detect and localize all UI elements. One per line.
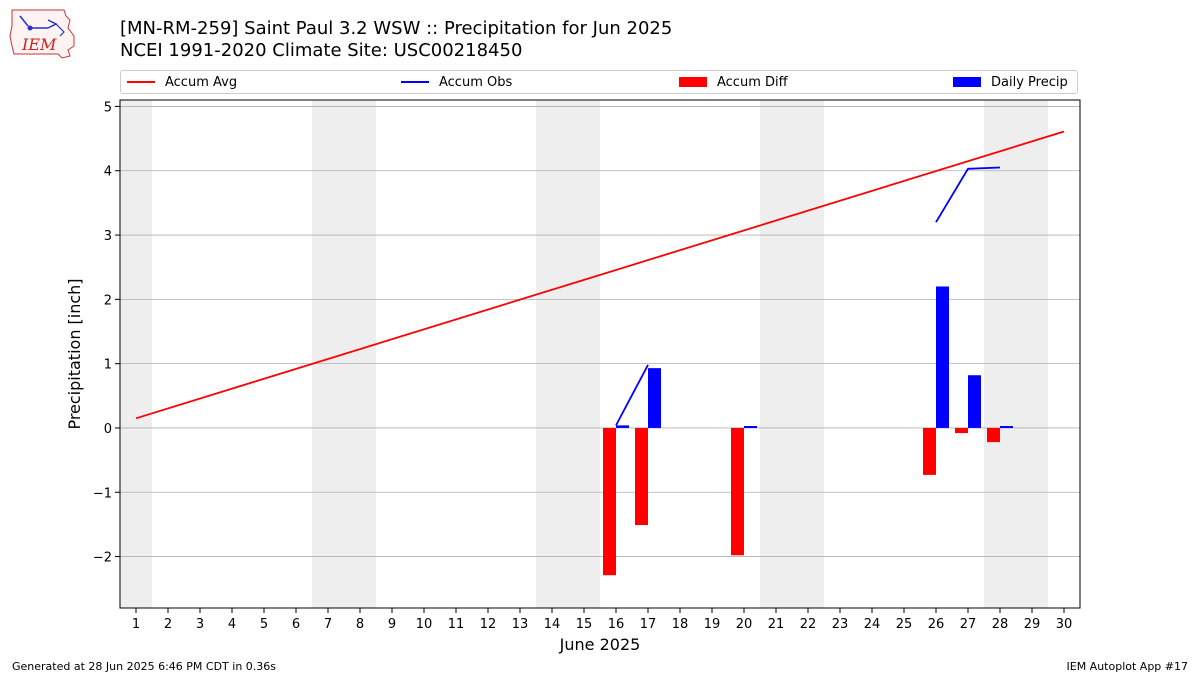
y-tick-label--2: −2 (93, 551, 112, 566)
x-tick-label-3: 3 (196, 617, 204, 632)
legend-accum-diff-label: Accum Diff (717, 75, 788, 90)
x-tick-label-24: 24 (864, 617, 881, 632)
x-tick-label-21: 21 (768, 617, 785, 632)
x-tick-label-30: 30 (1056, 617, 1073, 632)
daily-precip-bar-26 (936, 286, 949, 428)
weekend-band-2 (536, 100, 600, 608)
weekend-band-3 (760, 100, 824, 608)
y-tick-label-4: 4 (104, 165, 112, 180)
x-tick-label-1: 1 (132, 617, 140, 632)
daily-precip-bar-20 (744, 426, 757, 429)
app-label: IEM Autoplot App #17 (1066, 660, 1189, 673)
x-tick-label-27: 27 (960, 617, 977, 632)
legend-accum-obs-label: Accum Obs (439, 75, 513, 90)
accum-diff-bar-20 (731, 427, 744, 556)
legend-accum-avg-label: Accum Avg (165, 75, 238, 90)
legend-daily-precip-swatch (953, 76, 981, 87)
x-tick-label-28: 28 (992, 617, 1009, 632)
accum-diff-bar-17 (635, 427, 648, 526)
x-tick-label-26: 26 (928, 617, 945, 632)
accum-diff-bar-26 (923, 427, 936, 475)
x-tick-label-4: 4 (228, 617, 236, 632)
legend-accum-obs: Accum Obs (401, 74, 512, 92)
x-tick-label-22: 22 (800, 617, 817, 632)
logo-text: IEM (21, 35, 57, 54)
legend-accum-obs-swatch (401, 80, 429, 83)
chart-title: [MN-RM-259] Saint Paul 3.2 WSW :: Precip… (120, 18, 673, 39)
x-tick-label-17: 17 (640, 617, 657, 632)
legend-accum-diff-swatch (679, 76, 707, 87)
legend-daily-precip: Daily Precip (953, 74, 1068, 92)
plot-frame (119, 99, 1081, 609)
x-tick-label-2: 2 (164, 617, 172, 632)
x-tick-label-10: 10 (416, 617, 433, 632)
x-tick-label-18: 18 (672, 617, 689, 632)
x-tick-label-25: 25 (896, 617, 913, 632)
y-tick-label--1: −1 (93, 486, 112, 501)
daily-precip-bar-28 (1000, 426, 1013, 429)
daily-precip-bar-27 (968, 375, 981, 428)
legend-daily-precip-label: Daily Precip (991, 75, 1068, 90)
accum-obs-line-0 (615, 364, 649, 426)
x-tick-label-6: 6 (292, 617, 300, 632)
x-tick-label-8: 8 (356, 617, 364, 632)
chart-subtitle: NCEI 1991-2020 Climate Site: USC00218450 (120, 40, 523, 61)
generated-timestamp: Generated at 28 Jun 2025 6:46 PM CDT in … (12, 660, 277, 673)
x-tick-label-14: 14 (544, 617, 561, 632)
y-tick-label-0: 0 (104, 422, 112, 437)
y-axis-label: Precipitation [inch] (65, 278, 84, 429)
weekend-band-4 (984, 100, 1048, 608)
x-tick-label-16: 16 (608, 617, 625, 632)
legend-accum-avg-swatch (127, 80, 155, 83)
legend: Accum Avg Accum Obs Accum Diff Daily Pre… (120, 70, 1078, 94)
x-tick-label-5: 5 (260, 617, 268, 632)
x-tick-label-15: 15 (576, 617, 593, 632)
x-tick-label-13: 13 (512, 617, 529, 632)
x-tick-label-29: 29 (1024, 617, 1041, 632)
weekend-band-0 (120, 100, 152, 608)
accum-diff-bar-27 (955, 427, 968, 434)
x-tick-label-23: 23 (832, 617, 849, 632)
daily-precip-bar-17 (648, 368, 661, 428)
x-tick-label-9: 9 (388, 617, 396, 632)
x-axis-label: June 2025 (559, 635, 641, 654)
x-tick-label-19: 19 (704, 617, 721, 632)
legend-accum-diff: Accum Diff (679, 74, 788, 92)
y-tick-label-2: 2 (104, 293, 112, 308)
x-tick-label-11: 11 (448, 617, 465, 632)
daily-precip-bar-16 (616, 425, 629, 428)
y-tick-label-3: 3 (104, 229, 112, 244)
accum-obs-line-1 (935, 166, 1001, 223)
iem-logo: IEM (9, 9, 75, 59)
legend-accum-avg: Accum Avg (127, 74, 237, 92)
x-tick-label-7: 7 (324, 617, 332, 632)
x-tick-label-20: 20 (736, 617, 753, 632)
accum-diff-bar-16 (603, 427, 616, 576)
x-tick-label-12: 12 (480, 617, 497, 632)
y-tick-label-5: 5 (104, 100, 112, 115)
accum-avg-line (135, 130, 1065, 420)
y-tick-label-1: 1 (104, 358, 112, 373)
accum-diff-bar-28 (987, 427, 1000, 443)
